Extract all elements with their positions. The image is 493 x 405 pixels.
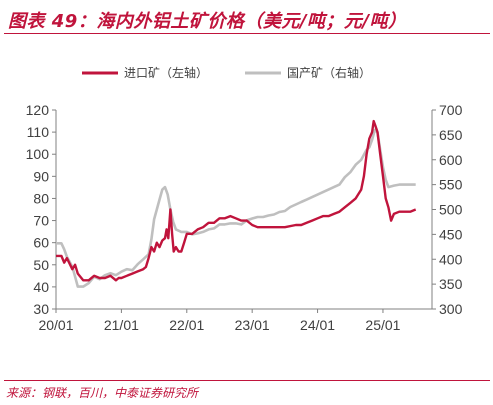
- y-left-tick-label: 100: [26, 146, 50, 162]
- series-layer: [56, 119, 417, 288]
- price-chart: 进口矿（左轴） 国产矿（右轴） 304050607080901001101203…: [26, 65, 463, 333]
- y-left-tick-label: 90: [33, 168, 49, 184]
- series-line-domestic: [56, 128, 416, 288]
- x-tick-label: 25/01: [365, 317, 400, 333]
- x-tick-label: 24/01: [300, 317, 335, 333]
- x-tick-label: 23/01: [235, 317, 270, 333]
- y-right-tick-label: 550: [439, 177, 463, 193]
- series-line-imported: [56, 119, 417, 282]
- y-right-tick-label: 450: [439, 226, 463, 242]
- y-left-tick-label: 50: [33, 257, 49, 273]
- x-tick-label: 21/01: [104, 317, 139, 333]
- chart-title: 图表 49：海内外铝土矿价格（美元/吨；元/吨）: [8, 11, 407, 32]
- y-right-tick-label: 650: [439, 127, 463, 143]
- y-right-tick-label: 400: [439, 251, 463, 267]
- y-left-tick-label: 110: [27, 124, 50, 140]
- y-right-tick-label: 300: [439, 301, 463, 317]
- y-left-tick-label: 60: [33, 235, 49, 251]
- legend-label-left: 进口矿（左轴）: [124, 65, 208, 80]
- y-right-tick-label: 500: [439, 202, 463, 218]
- y-right-tick-label: 600: [439, 152, 463, 168]
- title-bar: 图表 49：海内外铝土矿价格（美元/吨；元/吨）: [4, 4, 490, 34]
- x-tick-label: 20/01: [38, 317, 73, 333]
- axes: 30 40 50 60 70 80 90 100 110 120 300 350 400 450 500 55…: [26, 102, 463, 333]
- legend: 进口矿（左轴） 国产矿（右轴）: [82, 65, 371, 80]
- y-left-tick-label: 30: [33, 301, 49, 317]
- y-right-tick-label: 700: [439, 102, 463, 118]
- source-divider: [4, 380, 490, 381]
- y-left-tick-label: 70: [33, 213, 49, 229]
- y-left-tick-label: 80: [33, 190, 49, 206]
- y-left-tick-label: 40: [33, 279, 49, 295]
- legend-label-right: 国产矿（右轴）: [287, 65, 371, 80]
- source-note: 来源：钢联，百川，中泰证券研究所: [6, 386, 199, 400]
- y-left-tick-label: 120: [26, 102, 50, 118]
- x-tick-label: 22/01: [169, 317, 204, 333]
- y-right-tick-label: 350: [439, 276, 463, 292]
